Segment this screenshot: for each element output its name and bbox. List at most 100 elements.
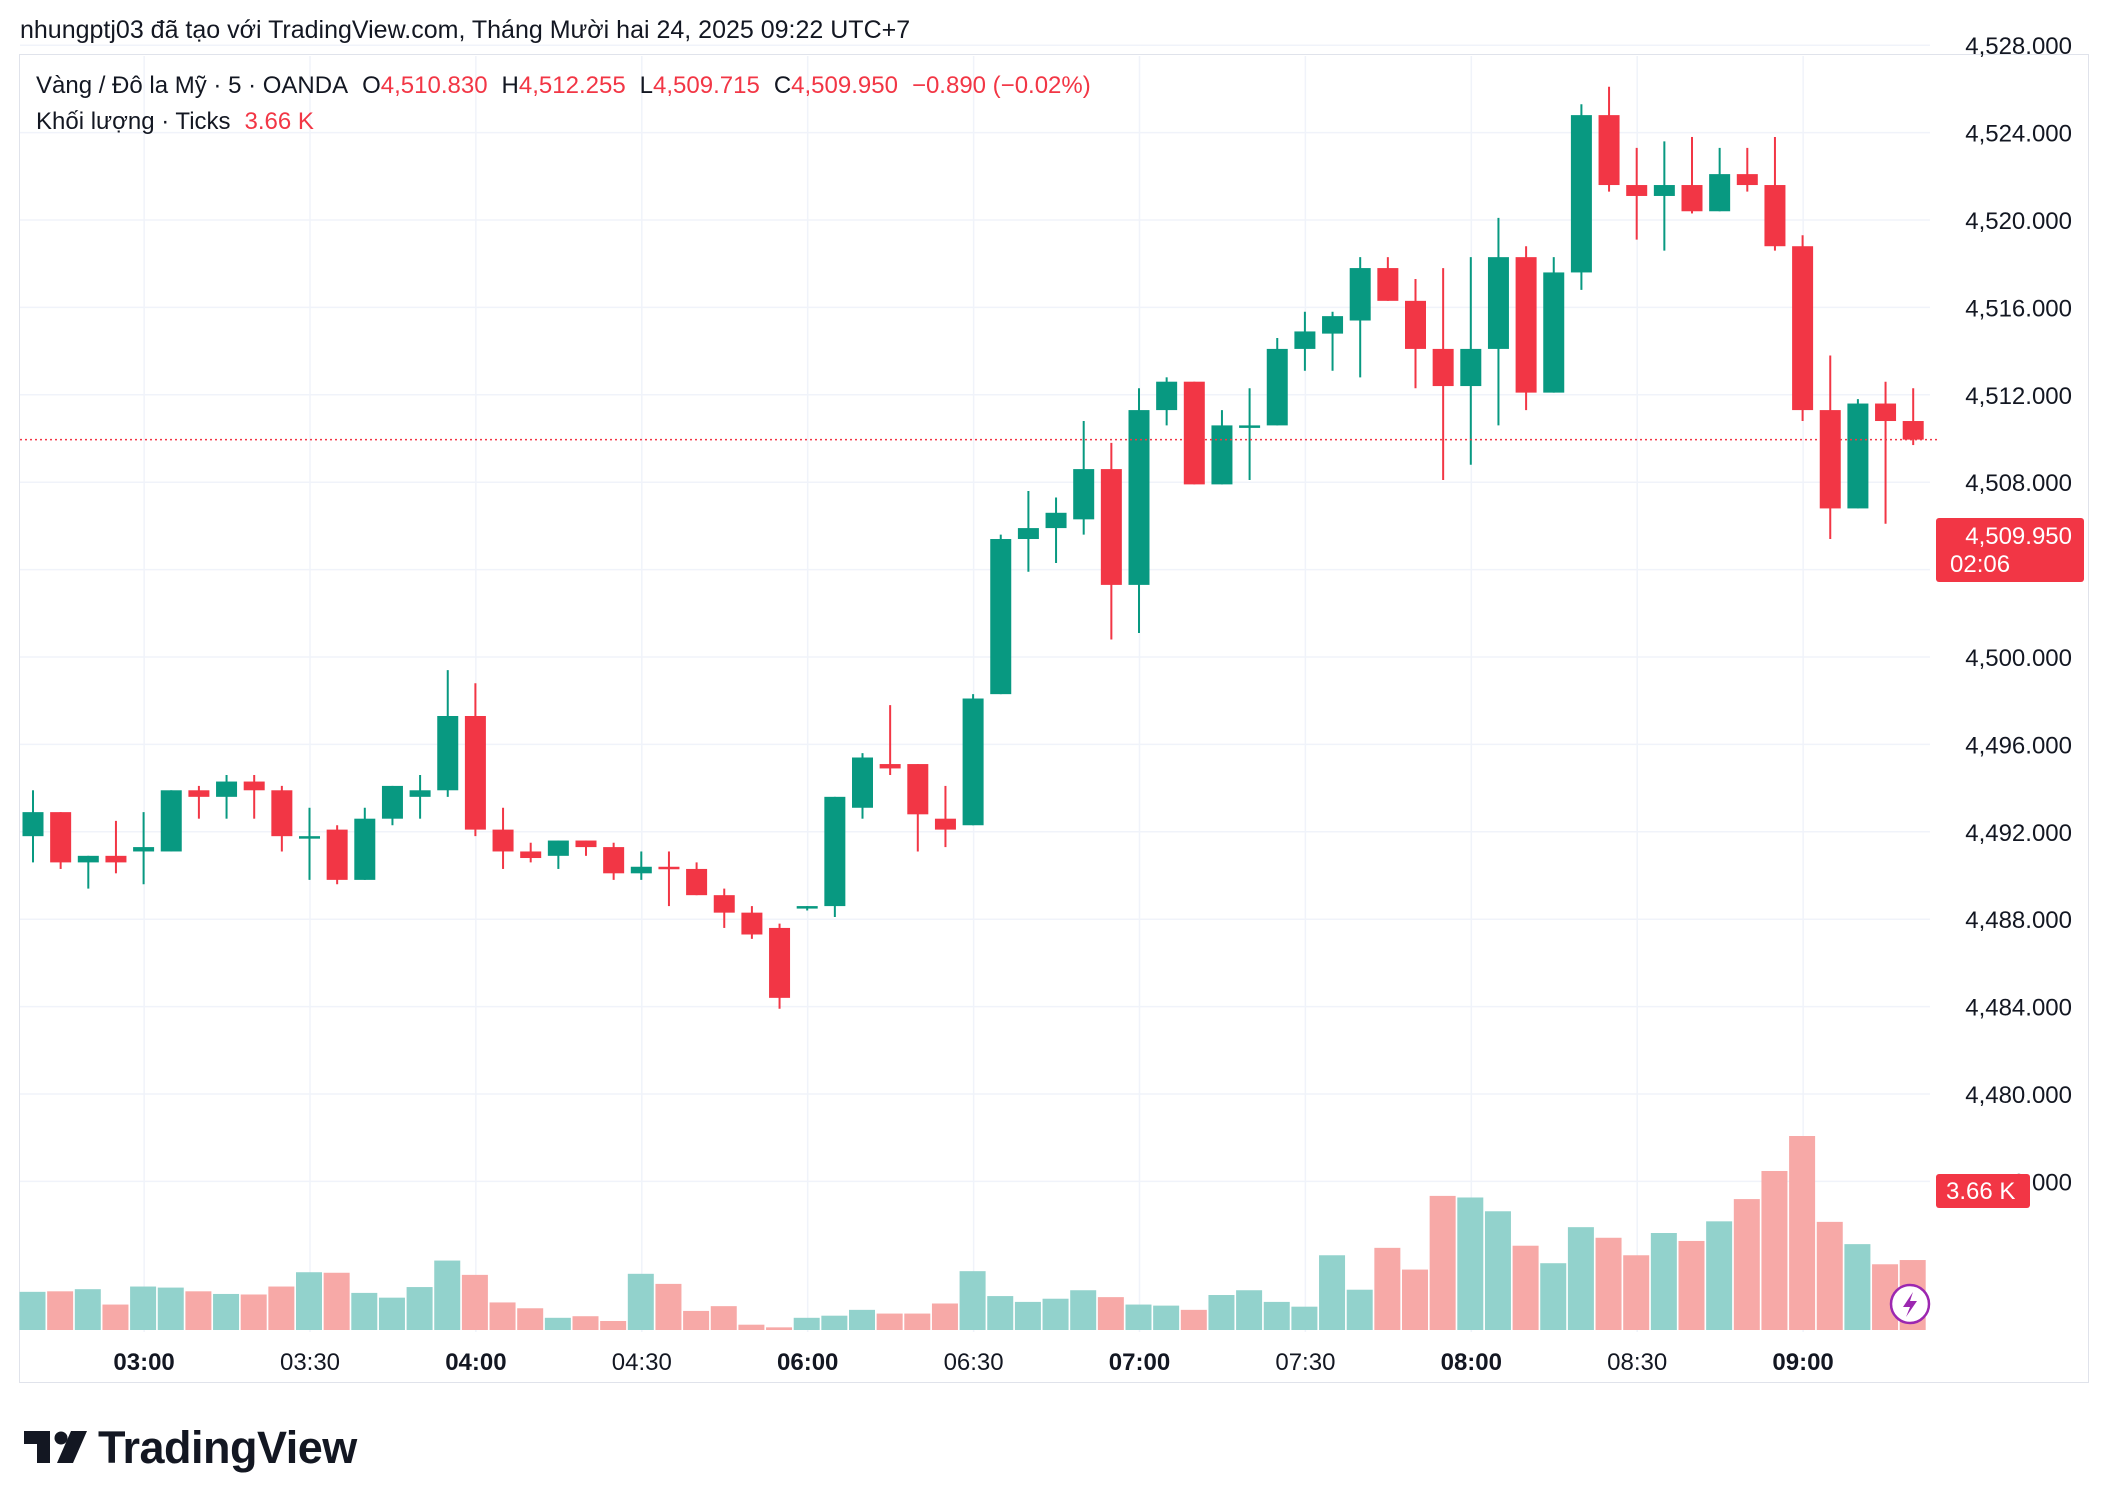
- volume-bar: [1706, 1221, 1733, 1330]
- candle-body: [852, 757, 873, 808]
- candle-body: [133, 847, 155, 852]
- candle: [1432, 268, 1454, 481]
- candle-body: [1847, 403, 1869, 509]
- volume-bar: [793, 1317, 820, 1330]
- y-axis: 4,528.000 4,524.000 4,520.000 4,516.000 4,51…: [1965, 33, 2072, 1196]
- volume-bar: [130, 1286, 157, 1330]
- candle-body: [1902, 421, 1924, 440]
- candle: [603, 842, 625, 880]
- volume-bar: [378, 1297, 405, 1330]
- candle-body: [22, 812, 44, 837]
- candles: [22, 86, 1924, 1009]
- x-tick-label: 08:30: [1607, 1349, 1667, 1376]
- candle: [1460, 257, 1482, 465]
- candle-body: [1017, 528, 1039, 540]
- x-tick-label: 06:00: [777, 1349, 838, 1376]
- candle-body: [216, 781, 238, 797]
- volume-bar: [1789, 1136, 1816, 1330]
- candle: [22, 790, 44, 863]
- candle-body: [713, 895, 735, 913]
- candle-body: [1322, 316, 1344, 334]
- volume-bar: [1540, 1263, 1567, 1330]
- volume-bar: [1374, 1247, 1401, 1330]
- volume-bar: [1623, 1255, 1650, 1330]
- candle-body: [907, 764, 929, 815]
- candle: [907, 764, 929, 852]
- candle: [1736, 147, 1758, 192]
- candle: [1349, 257, 1371, 378]
- volume-bar: [517, 1308, 544, 1330]
- candle: [686, 862, 708, 896]
- candle-body: [603, 847, 625, 874]
- candle: [133, 812, 155, 885]
- candle: [1764, 136, 1786, 251]
- candle: [547, 840, 569, 869]
- legend-symbol[interactable]: Vàng / Đô la Mỹ · 5 · OANDA: [36, 72, 349, 99]
- volume-bar: [655, 1283, 682, 1330]
- candle: [575, 840, 597, 856]
- candle: [769, 923, 791, 1009]
- tradingview-logo-icon: [24, 1431, 87, 1463]
- candle: [1875, 381, 1897, 524]
- x-axis: 03:00 03:30 04:00 04:30 06:00 06:30 07:00 07:30…: [113, 1349, 1833, 1376]
- volume-bar: [1208, 1295, 1235, 1330]
- candle-body: [1543, 272, 1565, 393]
- candle-body: [354, 818, 376, 880]
- candle: [50, 812, 72, 869]
- volume-bar: [1816, 1221, 1843, 1330]
- legend-open-label: O: [362, 72, 381, 99]
- volume-bar: [1512, 1245, 1539, 1330]
- tradingview-logo[interactable]: TradingView: [24, 1422, 357, 1474]
- candle-body: [1239, 425, 1261, 428]
- volume-bar: [157, 1287, 184, 1330]
- legend-close-value: 4,509.950: [791, 72, 898, 99]
- legend-high-label: H: [501, 72, 519, 99]
- volume-bar: [185, 1291, 212, 1330]
- volume-bar: [1595, 1237, 1622, 1330]
- candle: [741, 906, 763, 939]
- volume-bar: [268, 1286, 295, 1330]
- volume-bar: [572, 1316, 599, 1330]
- candle: [1543, 257, 1565, 393]
- candle: [852, 753, 873, 819]
- x-tick-label: 07:30: [1275, 1349, 1335, 1376]
- candle-body: [271, 790, 293, 837]
- candle-body: [1515, 257, 1537, 393]
- tradingview-logo-text: TradingView: [98, 1422, 357, 1473]
- volume-bar: [766, 1327, 793, 1330]
- candle-body: [105, 855, 127, 863]
- last-price-badge-countdown: 02:06: [1950, 551, 2010, 578]
- volume-bar: [1070, 1290, 1097, 1330]
- candle-body: [1432, 348, 1454, 387]
- candle: [354, 807, 376, 880]
- volume-bar: [1236, 1290, 1263, 1330]
- candle-body: [520, 851, 542, 859]
- candle: [1294, 311, 1316, 371]
- volume-bar: [1125, 1304, 1152, 1330]
- candle: [1377, 257, 1399, 301]
- candle: [1847, 399, 1869, 509]
- last-price-badge-price: 4,509.950: [1965, 523, 2072, 550]
- bolt-icon[interactable]: [1889, 1283, 1931, 1325]
- candle-body: [658, 866, 680, 870]
- volume-bar: [876, 1313, 903, 1330]
- candle: [879, 705, 901, 775]
- candle-body: [1736, 174, 1758, 186]
- candle-body: [630, 866, 652, 874]
- candle: [1792, 235, 1814, 422]
- y-tick-label: 4,496.000: [1965, 732, 2072, 759]
- volume-bar: [1291, 1306, 1318, 1330]
- legend-volume-label[interactable]: Khối lượng · Ticks: [36, 108, 231, 135]
- candle-body: [1598, 115, 1620, 186]
- candle: [409, 774, 431, 819]
- candle-body: [1709, 174, 1731, 212]
- volume-bar: [1153, 1305, 1180, 1330]
- x-tick-label: 09:00: [1772, 1349, 1833, 1376]
- candle-body: [1487, 257, 1509, 349]
- volume-bar: [683, 1310, 710, 1330]
- candle-body: [77, 855, 99, 863]
- volume-bar: [1014, 1301, 1041, 1330]
- volume-bar: [1319, 1255, 1346, 1330]
- x-tick-label: 03:00: [113, 1349, 174, 1376]
